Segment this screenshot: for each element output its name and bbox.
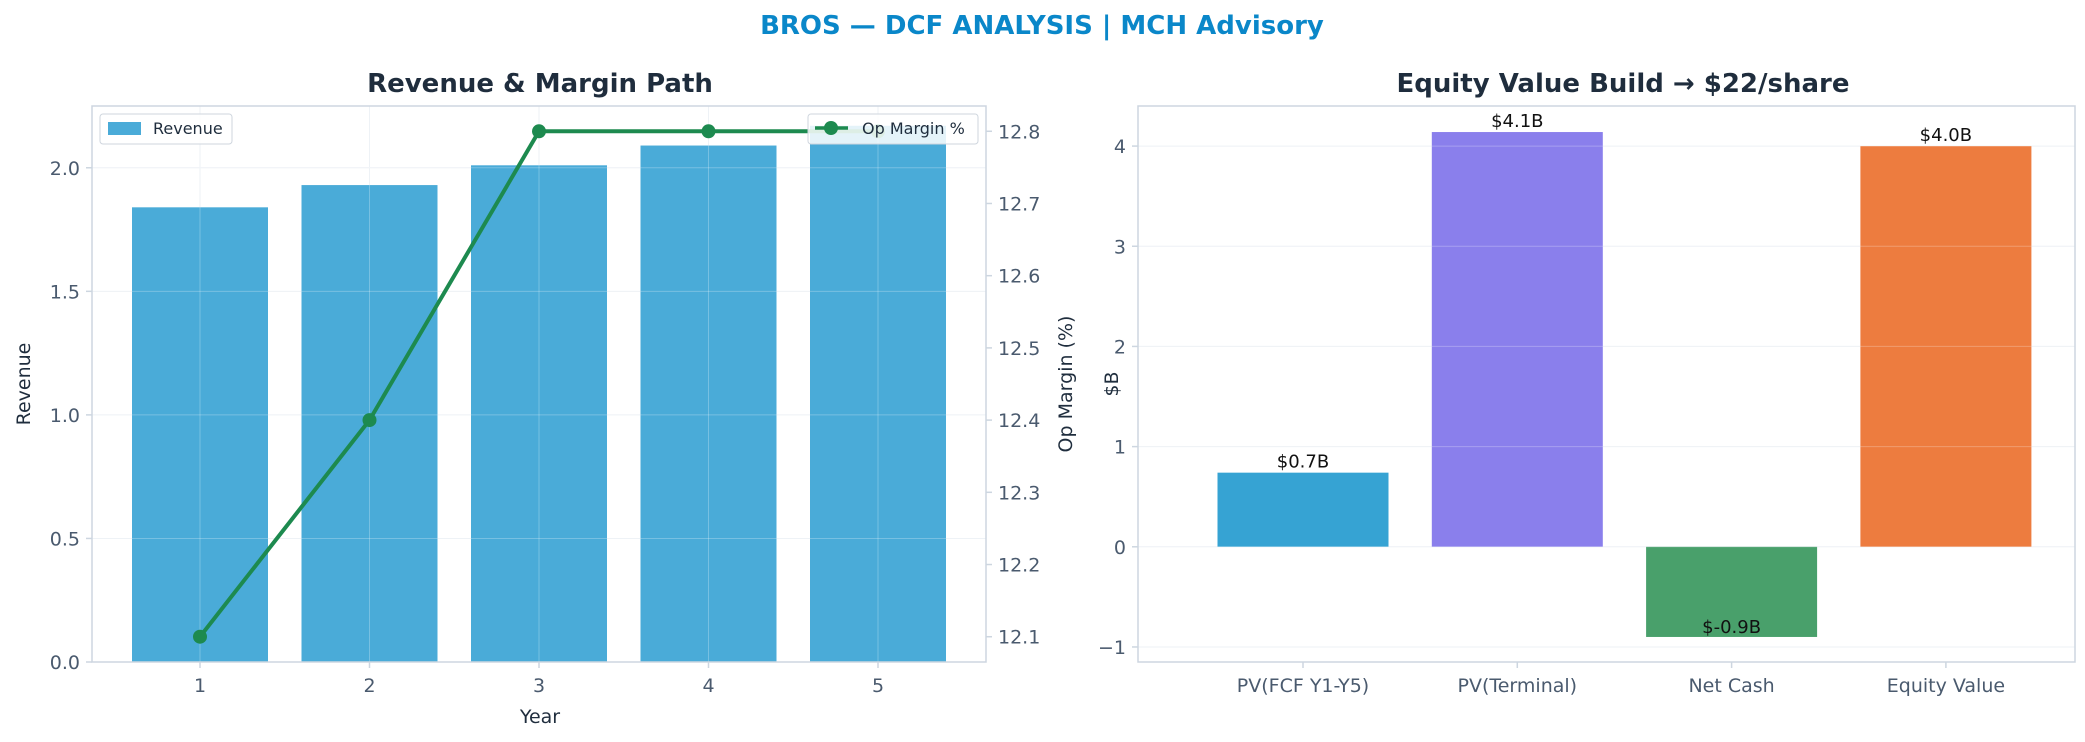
- revenue-bar-1: [132, 207, 268, 662]
- y-tick-label: 1.5: [50, 281, 80, 303]
- revenue-bars: [92, 106, 986, 663]
- y-tick-label: 1.0: [50, 405, 80, 427]
- x-tick-label: 1: [194, 675, 206, 697]
- y2-tick-label: 12.7: [998, 193, 1040, 215]
- equity-chart-ylabel: $B: [1101, 371, 1123, 396]
- revenue-bar-3: [471, 165, 607, 662]
- op-margin-point-1: [193, 629, 207, 644]
- y2-tick-label: 12.8: [998, 121, 1040, 143]
- revenue-bar-5: [810, 125, 946, 662]
- y-tick-label: 2: [1114, 336, 1126, 358]
- revenue-bar-4: [640, 145, 777, 662]
- x-tick-label: 4: [702, 675, 714, 697]
- equity-bar-3: [1860, 146, 2032, 547]
- equity-data-label-3: $4.0B: [1920, 125, 1972, 146]
- x-tick-label: PV(FCF Y1-Y5): [1237, 675, 1369, 697]
- op-margin-line-layer: [193, 124, 885, 644]
- x-tick-label: PV(Terminal): [1458, 675, 1578, 697]
- equity-data-labels: $0.7B $4.1B $-0.9B $4.0B: [1277, 111, 1972, 638]
- y-tick-label: 4: [1114, 136, 1126, 158]
- equity-data-label-0: $0.7B: [1277, 452, 1329, 473]
- legend-op-margin-label: Op Margin %: [862, 119, 965, 138]
- equity-data-label-2: $-0.9B: [1702, 617, 1761, 638]
- equity-bar-0: [1217, 472, 1389, 547]
- y2-tick-label: 12.2: [998, 555, 1040, 577]
- equity-chart-title: Equity Value Build → $22/share: [1397, 69, 1850, 99]
- y-tick-label: 1: [1114, 437, 1126, 459]
- equity-bars: [1138, 132, 2075, 648]
- op-margin-point-3: [532, 124, 546, 139]
- y2-tick-label: 12.6: [998, 266, 1040, 288]
- legend-revenue-swatch: [108, 122, 141, 135]
- legend-revenue: Revenue: [99, 113, 233, 145]
- y-tick-label: 0.5: [50, 528, 80, 550]
- legend-op-margin: Op Margin %: [807, 113, 979, 145]
- x-tick-label: Net Cash: [1688, 675, 1774, 697]
- revenue-chart-ylabel: Revenue: [13, 343, 35, 426]
- equity-chart-axes: −1 0 1 2 3 4 PV(FCF Y1-Y5) PV(Terminal) Net Cash…: [1098, 105, 2076, 697]
- equity-chart-frame: [1137, 105, 2076, 663]
- legend-op-margin-marker: [824, 121, 838, 135]
- y-tick-label: 0: [1114, 537, 1126, 559]
- equity-data-label-1: $4.1B: [1491, 111, 1543, 132]
- y-tick-label: 3: [1114, 236, 1126, 258]
- y-tick-label: −1: [1098, 637, 1126, 659]
- x-tick-label: Equity Value: [1887, 675, 2005, 697]
- op-margin-point-2: [362, 413, 377, 428]
- revenue-margin-chart: Revenue & Margin Path 0.0 0.5 1.0 1.5 2.0 12.…: [13, 69, 1077, 728]
- revenue-chart-xlabel: Year: [519, 706, 560, 728]
- op-margin-axis-label: Op Margin (%): [1055, 316, 1077, 453]
- y-tick-label: 2.0: [50, 158, 80, 180]
- x-tick-label: 3: [533, 675, 545, 697]
- y2-tick-label: 12.3: [998, 482, 1040, 504]
- legend-revenue-label: Revenue: [153, 119, 223, 138]
- equity-bar-1: [1431, 132, 1603, 547]
- figure-suptitle: BROS — DCF ANALYSIS | MCH Advisory: [760, 11, 1324, 41]
- y-tick-label: 0.0: [50, 652, 80, 674]
- op-margin-point-4: [701, 124, 716, 139]
- revenue-chart-axes: 0.0 0.5 1.0 1.5 2.0 12.1 12.2 12.3 12.4 12.5 12.6 1…: [50, 105, 1040, 697]
- equity-value-chart: Equity Value Build → $22/share $0.7B $4.1…: [1098, 69, 2076, 697]
- y2-tick-label: 12.1: [998, 627, 1040, 649]
- y2-tick-label: 12.5: [998, 338, 1040, 360]
- x-tick-label: 5: [872, 675, 884, 697]
- x-tick-label: 2: [363, 675, 375, 697]
- revenue-chart-title: Revenue & Margin Path: [367, 69, 713, 99]
- equity-bar-2: [1646, 546, 1818, 637]
- y2-tick-label: 12.4: [998, 410, 1040, 432]
